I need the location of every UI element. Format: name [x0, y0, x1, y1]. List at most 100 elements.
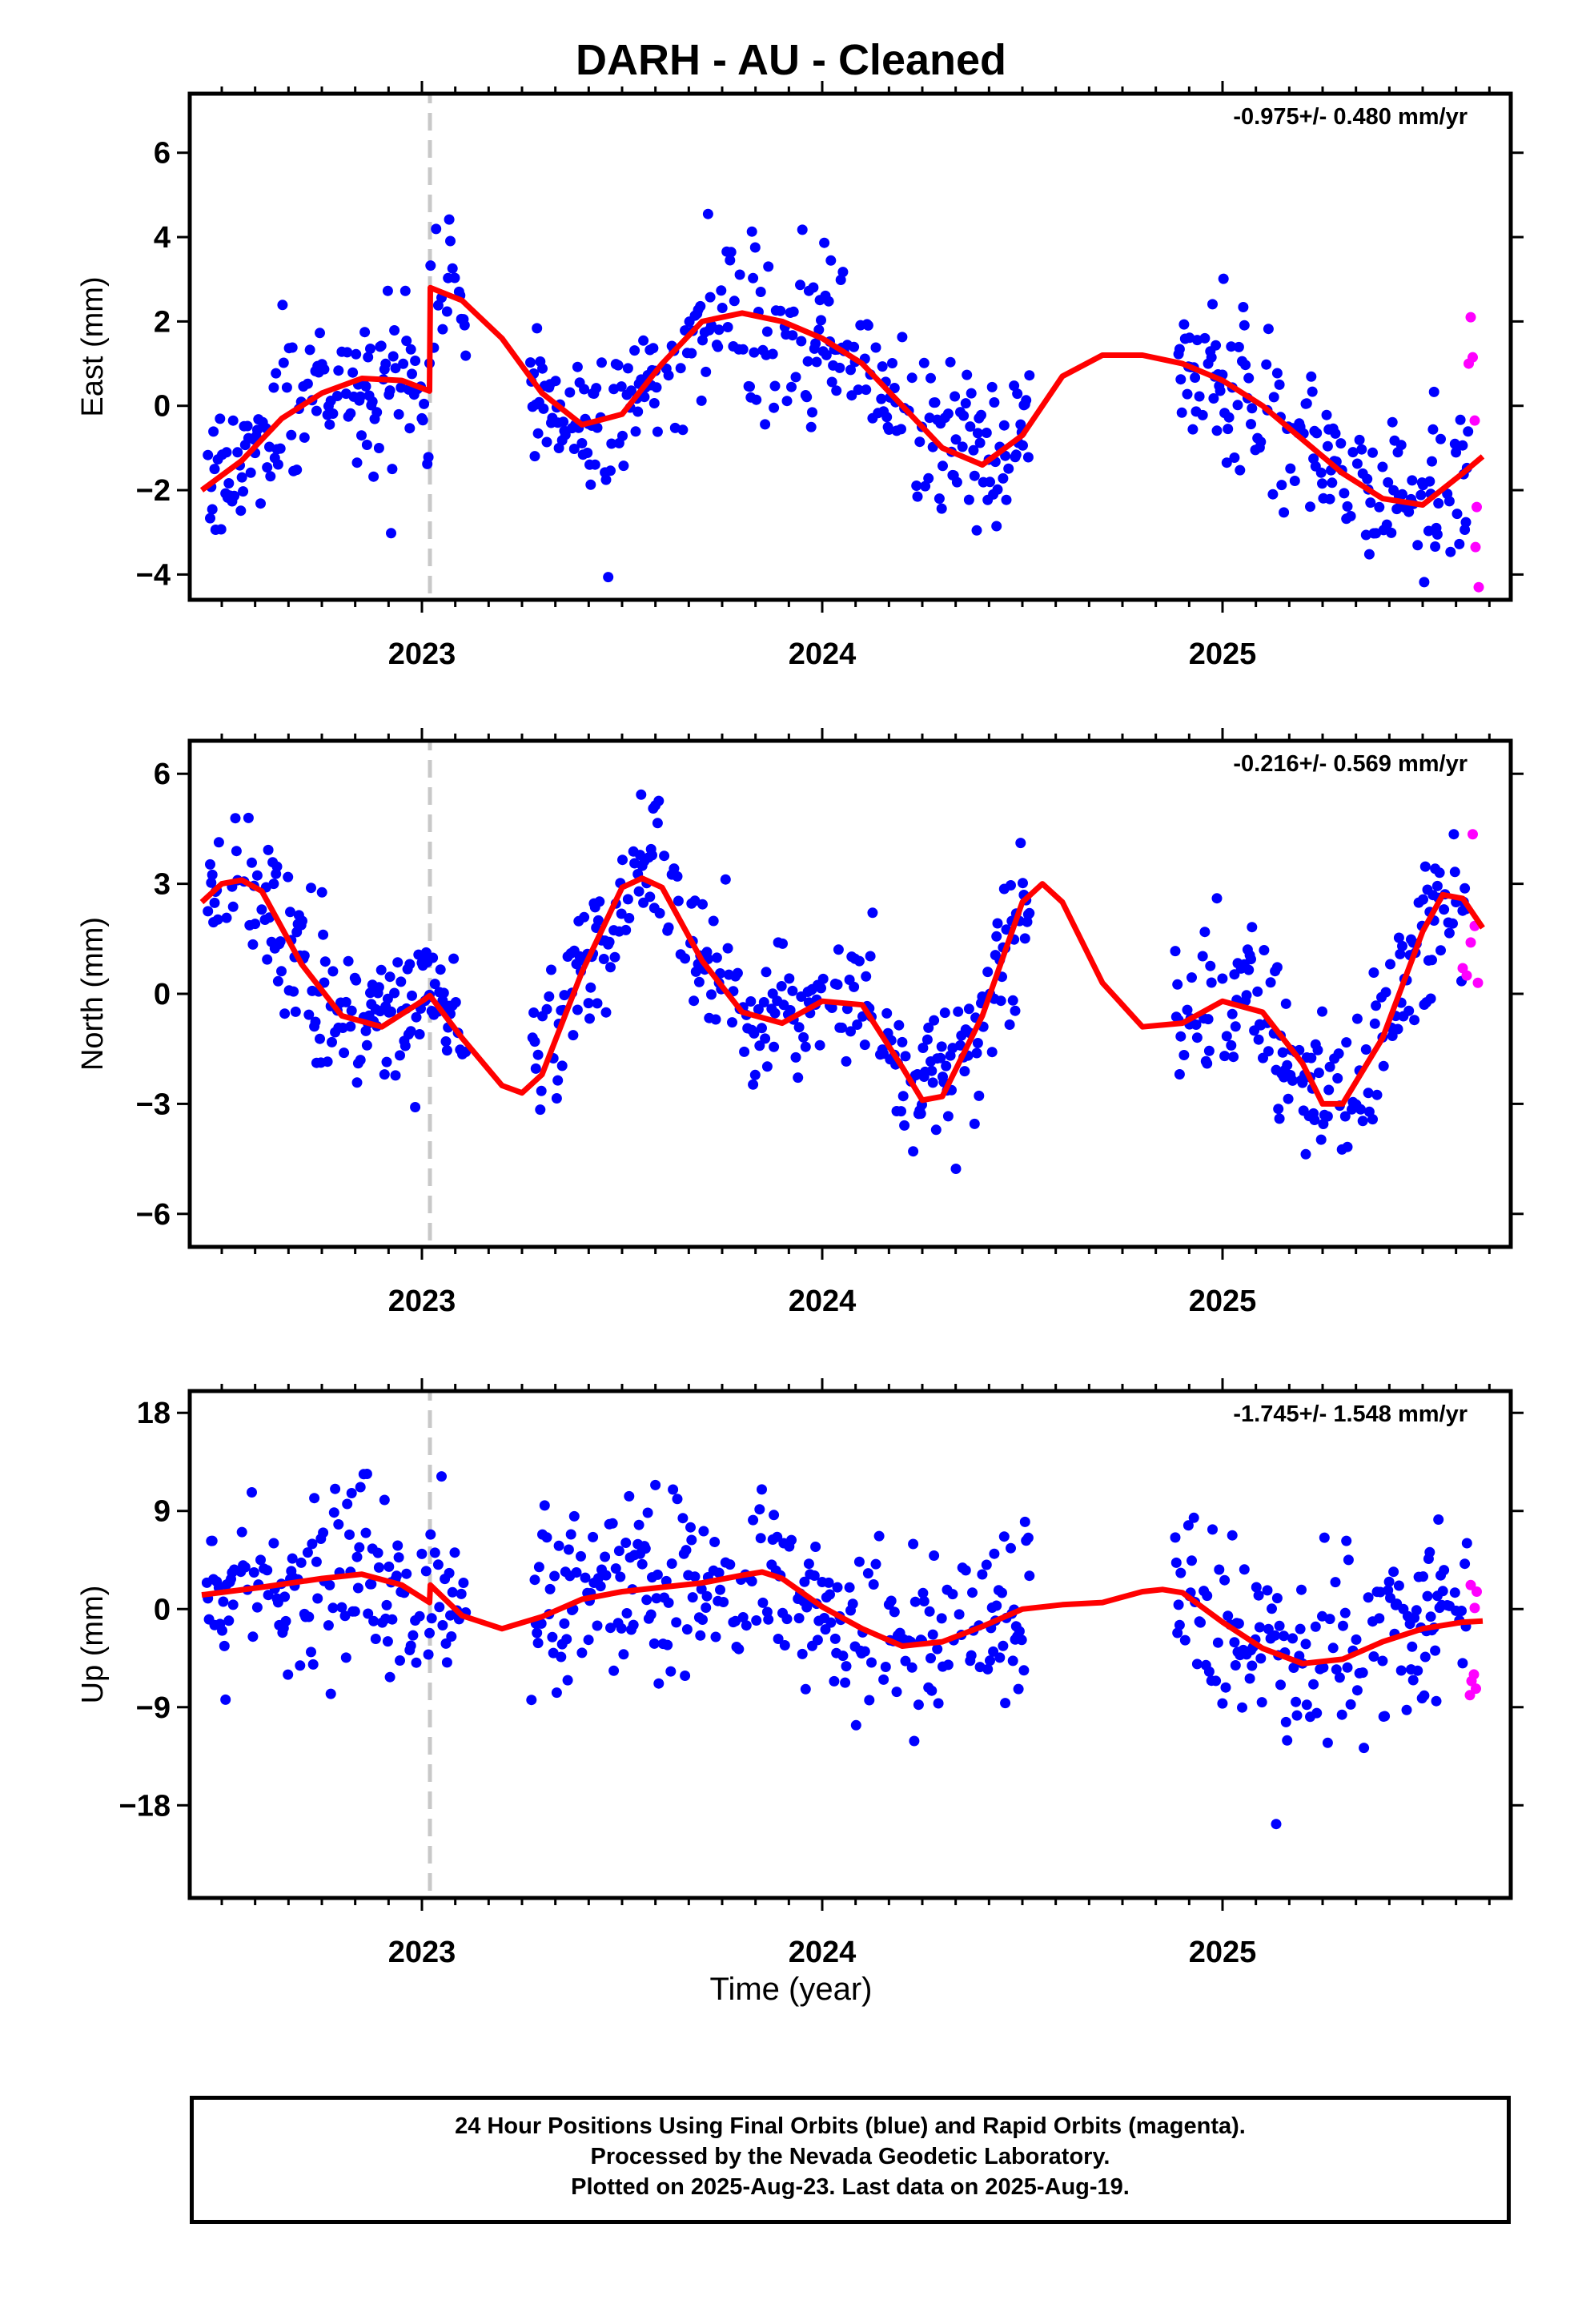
- final-orbit-point: [936, 503, 947, 514]
- final-orbit-point: [431, 223, 442, 235]
- final-orbit-point: [279, 1591, 291, 1602]
- final-orbit-point: [837, 267, 849, 278]
- final-orbit-point: [291, 464, 303, 476]
- final-orbit-point: [381, 1599, 392, 1610]
- final-orbit-point: [982, 967, 994, 978]
- final-orbit-point: [1229, 452, 1240, 463]
- final-orbit-point: [1415, 489, 1427, 501]
- final-orbit-point: [1255, 436, 1267, 448]
- final-orbit-point: [426, 1613, 437, 1624]
- final-orbit-point: [748, 1079, 759, 1090]
- final-orbit-point: [272, 459, 283, 470]
- final-orbit-point: [1001, 494, 1012, 505]
- final-orbit-point: [835, 275, 846, 285]
- final-orbit-point: [680, 953, 691, 964]
- final-orbit-point: [620, 924, 632, 935]
- final-orbit-point: [1322, 440, 1333, 452]
- final-orbit-point: [1172, 979, 1183, 990]
- final-orbit-point: [1208, 393, 1219, 404]
- final-orbit-point: [236, 1526, 247, 1538]
- final-orbit-point: [1174, 1619, 1185, 1630]
- final-orbit-point: [1397, 489, 1407, 500]
- final-orbit-point: [229, 490, 240, 501]
- final-orbit-point: [767, 348, 778, 360]
- final-orbit-point: [758, 997, 769, 1007]
- final-orbit-point: [268, 879, 279, 890]
- final-orbit-point: [1274, 1620, 1285, 1631]
- final-orbit-point: [837, 1651, 849, 1662]
- final-orbit-point: [1307, 386, 1318, 397]
- final-orbit-point: [878, 1674, 889, 1685]
- final-orbit-point: [1194, 391, 1205, 402]
- final-orbit-point: [243, 812, 254, 823]
- y-axis-label: East (mm): [76, 276, 110, 416]
- final-orbit-point: [841, 1055, 852, 1067]
- final-orbit-point: [212, 914, 223, 925]
- final-orbit-point: [1418, 894, 1428, 905]
- final-orbit-point: [622, 363, 633, 374]
- final-orbit-point: [263, 1590, 274, 1601]
- y-tick-label: −18: [119, 1789, 171, 1823]
- final-orbit-point: [1392, 1023, 1403, 1035]
- final-orbit-point: [429, 979, 440, 990]
- final-orbit-point: [600, 1007, 612, 1018]
- final-orbit-point: [697, 899, 708, 910]
- final-orbit-point: [859, 1039, 870, 1051]
- final-orbit-point: [447, 263, 458, 274]
- final-orbit-point: [391, 1570, 402, 1582]
- final-orbit-point: [1387, 416, 1398, 428]
- final-orbit-point: [1425, 1611, 1436, 1622]
- final-orbit-point: [629, 345, 640, 356]
- final-orbit-point: [568, 1030, 579, 1041]
- final-orbit-point: [887, 358, 897, 368]
- final-orbit-point: [311, 1556, 322, 1567]
- final-orbit-point: [1300, 1148, 1311, 1160]
- final-orbit-point: [921, 1034, 933, 1045]
- final-orbit-point: [1279, 1630, 1290, 1642]
- final-orbit-point: [1182, 1004, 1193, 1015]
- final-orbit-point: [950, 391, 961, 402]
- final-orbit-point: [927, 1629, 938, 1640]
- final-orbit-point: [1395, 948, 1406, 959]
- final-orbit-point: [384, 1671, 396, 1683]
- final-orbit-point: [985, 1655, 995, 1667]
- final-orbit-point: [1377, 1655, 1388, 1667]
- final-orbit-point: [1212, 1637, 1223, 1648]
- final-orbit-point: [404, 423, 416, 434]
- final-orbit-point: [1341, 1535, 1352, 1546]
- final-orbit-point: [571, 1567, 582, 1578]
- final-orbit-point: [441, 1045, 452, 1056]
- final-orbit-point: [592, 1620, 603, 1631]
- final-orbit-point: [347, 367, 359, 378]
- final-orbit-point: [438, 987, 449, 999]
- y-tick-label: 0: [154, 978, 171, 1011]
- final-orbit-point: [354, 1542, 365, 1553]
- final-orbit-point: [1175, 1031, 1186, 1042]
- final-orbit-point: [776, 981, 787, 991]
- final-orbit-point: [786, 1534, 797, 1546]
- final-orbit-point: [532, 1627, 543, 1638]
- final-orbit-point: [387, 351, 399, 362]
- final-orbit-point: [989, 397, 1000, 408]
- x-tick-label: 2024: [789, 1936, 857, 1969]
- final-orbit-point: [417, 415, 428, 426]
- final-orbit-point: [1419, 577, 1430, 588]
- final-orbit-point: [799, 1576, 810, 1587]
- final-orbit-point: [816, 315, 826, 326]
- final-orbit-point: [1230, 1021, 1241, 1032]
- final-orbit-point: [675, 363, 686, 374]
- final-orbit-point: [826, 1003, 837, 1013]
- final-orbit-point: [710, 1014, 721, 1025]
- final-orbit-point: [811, 356, 822, 368]
- final-orbit-point: [1172, 1627, 1183, 1638]
- final-orbit-point: [1437, 1586, 1448, 1597]
- final-orbit-point: [1179, 1634, 1191, 1646]
- final-orbit-point: [541, 1532, 552, 1543]
- final-orbit-point: [708, 915, 719, 927]
- y-tick-label: 18: [137, 1397, 171, 1430]
- final-orbit-point: [592, 998, 603, 1009]
- final-orbit-point: [405, 344, 416, 355]
- final-orbit-point: [653, 1678, 665, 1689]
- final-orbit-point: [382, 1636, 393, 1647]
